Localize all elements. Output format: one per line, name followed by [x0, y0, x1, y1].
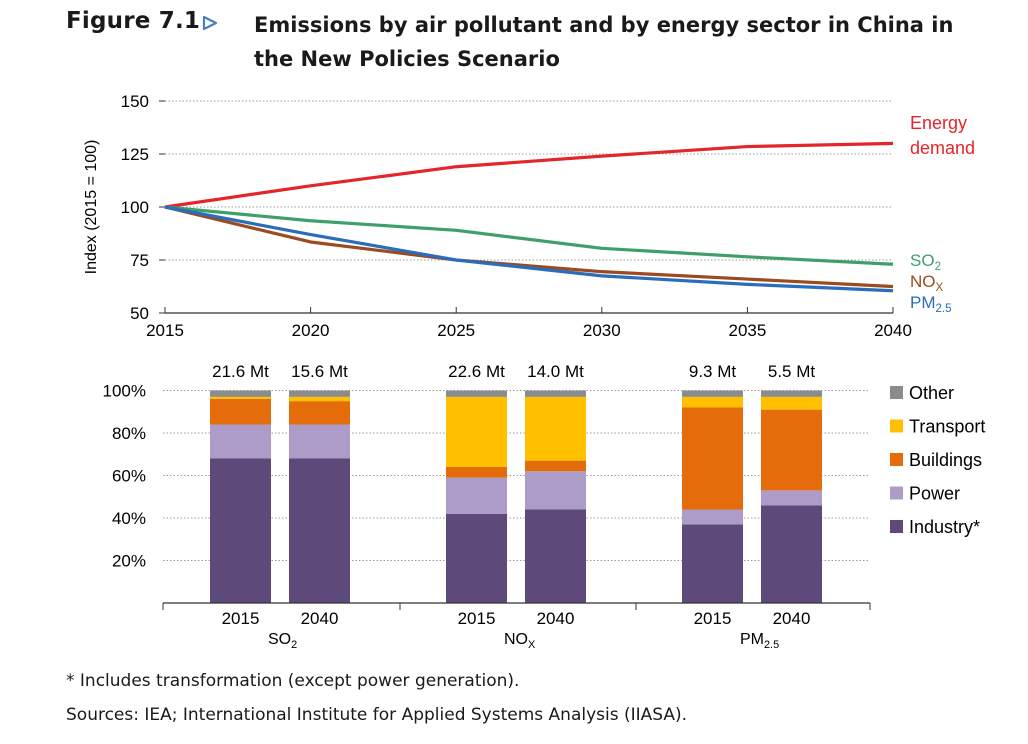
- bar-segment-transport: [210, 396, 271, 399]
- series-line: [164, 205, 894, 266]
- bar-segment-transport: [525, 396, 586, 461]
- group-label: PM2.5: [740, 631, 779, 651]
- legend-label: Power: [909, 484, 960, 504]
- x-tick-label: 2040: [874, 321, 912, 340]
- group-label: NOX: [504, 631, 536, 651]
- bar-year-label: 2015: [222, 609, 260, 628]
- bar-segment-power: [761, 490, 822, 506]
- bar-segment-power: [289, 424, 350, 459]
- bar-year-label: 2015: [694, 609, 732, 628]
- bar-segment-industry: [761, 505, 822, 603]
- y-tick-label: 125: [121, 145, 149, 164]
- bar-year-label: 2040: [537, 609, 575, 628]
- series-label: SO2: [910, 251, 941, 273]
- bar-segment-transport: [446, 396, 507, 467]
- legend-swatch: [890, 486, 903, 500]
- y-tick-label: 60%: [112, 467, 146, 486]
- bar-segment-other: [289, 390, 350, 397]
- legend-label: Industry*: [909, 517, 980, 537]
- y-tick-label: 100%: [103, 382, 146, 401]
- y-tick-label: 20%: [112, 552, 146, 571]
- bar-segment-industry: [210, 458, 271, 603]
- bar-segment-buildings: [289, 401, 350, 425]
- legend-label: Transport: [909, 417, 985, 437]
- bar-total-label: 21.6 Mt: [212, 362, 269, 381]
- series-label: PM2.5: [910, 293, 952, 315]
- series-label: NOX: [910, 272, 944, 294]
- bar-total-label: 9.3 Mt: [689, 362, 737, 381]
- bar-segment-power: [210, 424, 271, 459]
- bar-year-label: 2040: [301, 609, 339, 628]
- bar-segment-industry: [525, 509, 586, 603]
- x-tick-label: 2030: [583, 321, 621, 340]
- bar-total-label: 22.6 Mt: [448, 362, 505, 381]
- line-chart: 50 75 100 125 150 2015 2020 2025 2030 2035 2040 Ind…: [83, 92, 975, 340]
- legend-swatch: [890, 453, 903, 466]
- bar-segment-industry: [289, 458, 350, 603]
- x-tick-label: 2015: [146, 321, 184, 340]
- series-line: [164, 141, 894, 209]
- series-line: [164, 205, 894, 289]
- legend-swatch: [890, 419, 903, 433]
- bar-total-label: 15.6 Mt: [291, 362, 348, 381]
- legend-label: Buildings: [909, 450, 982, 470]
- bar-segment-other: [761, 390, 822, 397]
- bar-segment-power: [525, 471, 586, 510]
- bar-segment-transport: [289, 396, 350, 402]
- bar-segment-power: [682, 509, 743, 525]
- y-tick-label: 80%: [112, 424, 146, 443]
- series-label: Energy: [910, 113, 967, 133]
- bar-year-label: 2040: [773, 609, 811, 628]
- legend-swatch: [890, 520, 903, 533]
- bar-segment-transport: [682, 396, 743, 408]
- bar-segment-buildings: [682, 407, 743, 510]
- legend-label: Other: [909, 383, 954, 403]
- series-line: [164, 205, 894, 293]
- bar-total-label: 14.0 Mt: [527, 362, 584, 381]
- x-tick-label: 2020: [292, 321, 330, 340]
- bar-segment-other: [525, 390, 586, 397]
- figure-title: Emissions by air pollutant and by energy…: [254, 13, 954, 71]
- x-tick-label: 2035: [728, 321, 766, 340]
- bar-segment-industry: [446, 513, 507, 603]
- bar-segment-buildings: [210, 399, 271, 425]
- bar-segment-buildings: [525, 460, 586, 472]
- y-tick-label: 40%: [112, 509, 146, 528]
- footnote: * Includes transformation (except power …: [66, 671, 520, 691]
- legend-swatch: [890, 386, 903, 399]
- y-tick-label: 100: [121, 198, 149, 217]
- bar-segment-other: [210, 390, 271, 397]
- x-tick-label: 2025: [437, 321, 475, 340]
- group-label: SO2: [268, 631, 297, 651]
- bar-segment-buildings: [446, 467, 507, 478]
- figure-arrow-icon: [202, 15, 218, 31]
- y-tick-label: 50: [130, 304, 149, 323]
- bar-segment-other: [446, 390, 507, 397]
- bar-year-label: 2015: [458, 609, 496, 628]
- bar-segment-transport: [761, 396, 822, 410]
- figure-label: Figure 7.1: [66, 8, 201, 34]
- y-axis-label: Index (2015 = 100): [83, 140, 100, 275]
- bar-segment-other: [682, 390, 743, 397]
- sources-note: Sources: IEA; International Institute fo…: [66, 705, 688, 725]
- bar-segment-industry: [682, 524, 743, 603]
- bar-segment-buildings: [761, 409, 822, 491]
- bar-total-label: 5.5 Mt: [768, 362, 816, 381]
- y-tick-label: 150: [121, 92, 149, 111]
- bar-segment-power: [446, 477, 507, 514]
- y-tick-label: 75: [130, 251, 149, 270]
- series-label: demand: [910, 138, 975, 158]
